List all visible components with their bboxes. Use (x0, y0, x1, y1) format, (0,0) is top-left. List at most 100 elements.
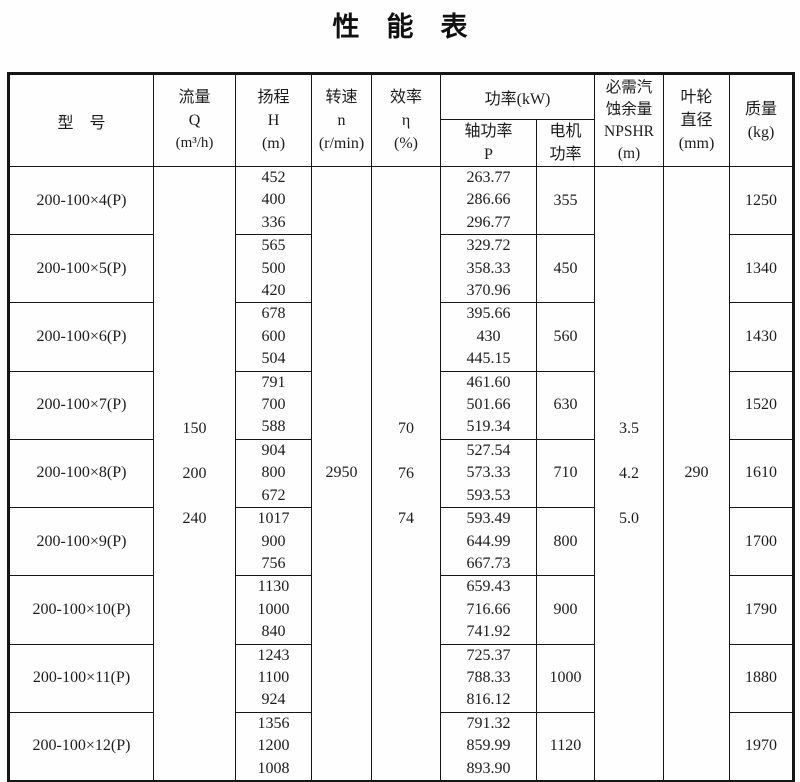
header-line: 质量 (745, 100, 778, 118)
cell-head: 904 800 672 (235, 438, 312, 509)
header-line: 叶轮 (680, 89, 713, 106)
npshr-value: 5.0 (619, 509, 640, 527)
header-speed: 转速 n (r/min) (311, 73, 372, 167)
shaft-power-value: 461.60 (466, 373, 511, 391)
cell-mass: 1970 (729, 711, 795, 782)
cell-impeller-span: 290 (663, 166, 731, 782)
head-value: 678 (261, 305, 286, 323)
cell-head: 678 600 504 (235, 302, 312, 372)
shaft-power-value: 716.66 (466, 600, 511, 618)
header-line: H (267, 112, 280, 129)
flow-value: 150 (182, 419, 207, 437)
table-row: 200-100×7(P) 791 700 588 461.60 501.66 5… (8, 370, 795, 440)
header-line: 扬程 (257, 89, 290, 106)
head-value: 672 (261, 486, 286, 504)
head-value: 904 (261, 441, 286, 459)
cell-head: 565 500 420 (235, 234, 312, 304)
header-line: P (484, 146, 493, 163)
head-value: 756 (261, 554, 286, 572)
cell-motor-power: 355 (535, 165, 596, 236)
cell-npshr-span: 3.5 4.2 5.0 (594, 166, 665, 782)
shaft-power-value: 788.33 (466, 668, 511, 686)
cell-mass: 1700 (729, 507, 795, 577)
cell-model: 200-100×5(P) (8, 234, 154, 304)
shaft-power-value: 370.96 (466, 282, 511, 300)
cell-efficiency-span: 70 76 74 (371, 166, 441, 782)
cell-motor-power: 900 (535, 575, 596, 645)
cell-head: 452 400 336 (235, 165, 312, 236)
head-value: 900 (261, 532, 286, 550)
head-value: 565 (261, 237, 286, 255)
shaft-power-value: 741.92 (466, 623, 511, 641)
shaft-power-value: 593.53 (466, 486, 511, 504)
efficiency-value: 70 (398, 419, 414, 437)
header-line: (r/min) (318, 135, 365, 152)
cell-model: 200-100×9(P) (8, 507, 154, 577)
shaft-power-value: 358.33 (466, 259, 511, 277)
head-value: 1130 (257, 578, 290, 596)
header-row-2: 轴功率 P 电机 功率 (9, 119, 794, 167)
header-line: 流量 (178, 89, 211, 106)
page-title: 性 能 表 (332, 12, 468, 42)
shaft-power-value: 659.43 (466, 578, 511, 596)
cell-mass: 1610 (729, 438, 795, 509)
cell-model: 200-100×7(P) (8, 370, 154, 440)
cell-motor-power: 450 (535, 234, 596, 304)
shaft-power-value: 893.90 (466, 759, 511, 777)
cell-mass: 1880 (729, 643, 795, 713)
header-shaft-power: 轴功率 P (440, 119, 537, 167)
shaft-power-value: 644.99 (466, 532, 511, 550)
table-row: 200-100×11(P) 1243 1100 924 725.37 788.3… (8, 643, 795, 713)
head-value: 588 (261, 418, 286, 436)
head-value: 336 (261, 213, 286, 231)
cell-shaft-power: 263.77 286.66 296.77 (440, 165, 537, 236)
head-value: 924 (261, 691, 286, 709)
header-line: n (337, 112, 346, 129)
header-line: 电机 (549, 123, 582, 140)
cell-shaft-power: 461.60 501.66 519.34 (440, 370, 537, 440)
header-row-1: 型 号 流量 Q (m³/h) 扬程 H (m) 转速 n (r/min) (8, 73, 795, 167)
header-line: (kg) (747, 123, 775, 141)
cell-model: 200-100×11(P) (8, 643, 154, 713)
shaft-power-value: 667.73 (466, 554, 511, 572)
cell-head: 1243 1100 924 (235, 643, 312, 713)
head-value: 1100 (257, 668, 290, 686)
cell-flow-span: 150 200 240 (153, 166, 236, 782)
header-line: NPSHR (604, 122, 654, 140)
shaft-power-value: 593.49 (466, 510, 511, 528)
header-line: 直径 (680, 112, 713, 129)
cell-motor-power: 560 (535, 302, 596, 372)
header-line: 功率 (549, 146, 582, 163)
shaft-power-value: 519.34 (466, 418, 511, 436)
head-value: 420 (261, 282, 286, 300)
header-efficiency: 效率 η (%) (371, 73, 441, 167)
cell-shaft-power: 395.66 430 445.15 (440, 302, 537, 372)
header-model: 型 号 (8, 73, 154, 167)
header-line: (%) (394, 135, 418, 152)
shaft-power-value: 816.12 (466, 691, 511, 709)
efficiency-value: 76 (398, 464, 414, 482)
cell-model: 200-100×6(P) (8, 302, 154, 372)
cell-model: 200-100×10(P) (8, 575, 154, 645)
head-value: 1200 (257, 737, 290, 755)
head-value: 400 (261, 191, 286, 209)
head-value: 1356 (257, 714, 290, 732)
cell-shaft-power: 593.49 644.99 667.73 (440, 507, 537, 577)
head-value: 791 (261, 373, 286, 391)
shaft-power-value: 445.15 (466, 350, 511, 368)
table-row: 200-100×12(P) 1356 1200 1008 791.32 859.… (8, 711, 795, 782)
header-line: 转速 (325, 89, 358, 106)
cell-mass: 1430 (729, 302, 795, 372)
header-line: (m³/h) (175, 135, 214, 151)
head-value: 500 (261, 259, 286, 277)
table-header: 型 号 流量 Q (m³/h) 扬程 H (m) 转速 n (r/min) (8, 73, 795, 167)
shaft-power-value: 501.66 (466, 396, 511, 414)
shaft-power-value: 286.66 (466, 191, 511, 209)
header-line: 蚀余量 (605, 100, 653, 118)
table-row: 200-100×10(P) 1130 1000 840 659.43 716.6… (8, 575, 795, 645)
table-row: 200-100×5(P) 565 500 420 329.72 358.33 3… (8, 234, 795, 304)
cell-model: 200-100×12(P) (8, 711, 154, 782)
table-row: 200-100×8(P) 904 800 672 527.54 573.33 5… (8, 438, 795, 509)
header-line: 效率 (389, 89, 422, 106)
